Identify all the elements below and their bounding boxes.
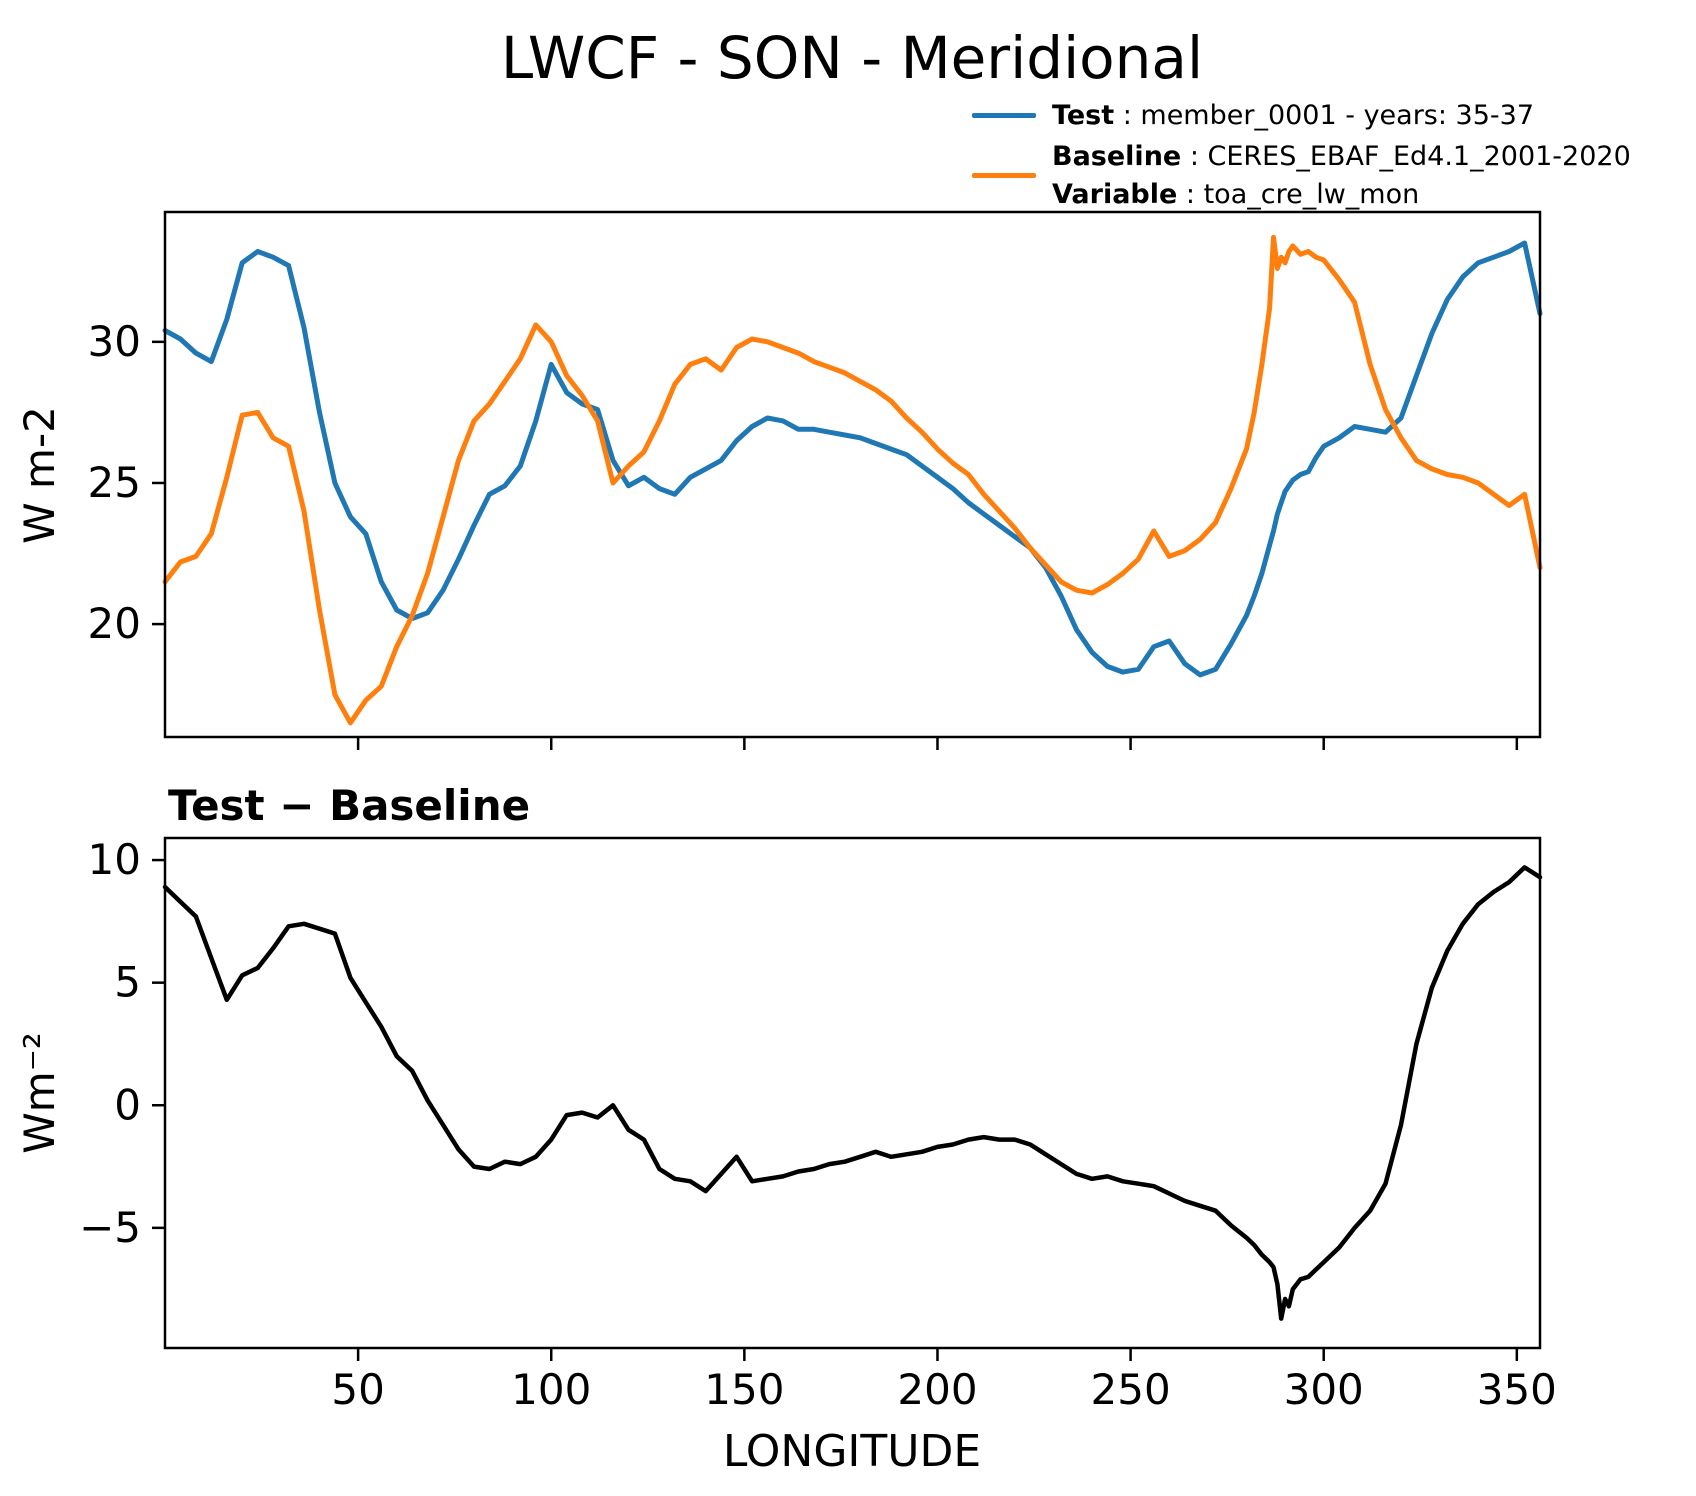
x-tick-label: 100 bbox=[511, 1365, 591, 1414]
legend-label-variable: Variable : toa_cre_lw_mon bbox=[1052, 179, 1420, 211]
test-line-swatch bbox=[972, 113, 1036, 119]
series-line-baseline bbox=[162, 234, 1543, 726]
legend: Test : member_0001 - years: 35-37 Baseli… bbox=[972, 100, 1631, 210]
bottom-axes: 50 100 150 200 250 300 350 −5 0 5 10 bbox=[79, 835, 1557, 1414]
x-tick-label: 250 bbox=[1091, 1365, 1171, 1414]
x-tick-label: 350 bbox=[1477, 1365, 1557, 1414]
top-axes: 20 25 30 bbox=[88, 210, 1543, 750]
y-tick-label: 25 bbox=[88, 458, 141, 507]
x-tick-label: 300 bbox=[1284, 1365, 1364, 1414]
axes-frame bbox=[163, 210, 1542, 739]
baseline-line-swatch bbox=[972, 173, 1036, 179]
y-tick-label: 20 bbox=[88, 599, 141, 648]
y-tick-label: −5 bbox=[79, 1203, 141, 1252]
axes-frame bbox=[163, 836, 1542, 1350]
chart-title: LWCF - SON - Meridional bbox=[501, 24, 1203, 92]
legend-entry-test: Test : member_0001 - years: 35-37 bbox=[972, 100, 1631, 131]
bottom-y-axis-label: Wm⁻² bbox=[15, 1032, 64, 1153]
series-line-test bbox=[162, 240, 1543, 678]
series-line-test---baseline bbox=[162, 865, 1543, 1321]
y-tick-label: 0 bbox=[114, 1080, 141, 1129]
x-tick-label: 50 bbox=[331, 1365, 384, 1414]
y-tick-label: 10 bbox=[88, 835, 141, 884]
legend-label-test: Test : member_0001 - years: 35-37 bbox=[1052, 100, 1535, 131]
legend-label-baseline: Baseline : CERES_EBAF_Ed4.1_2001-2020 bbox=[1052, 141, 1631, 173]
y-tick-label: 5 bbox=[114, 958, 141, 1007]
y-tick-label: 30 bbox=[88, 317, 141, 366]
x-tick-label: 200 bbox=[897, 1365, 977, 1414]
top-y-axis-label: W m-2 bbox=[15, 406, 64, 544]
difference-subplot-title: Test − Baseline bbox=[168, 781, 530, 830]
x-axis-label: LONGITUDE bbox=[723, 1426, 981, 1477]
x-tick-label: 150 bbox=[704, 1365, 784, 1414]
legend-entry-baseline: Baseline : CERES_EBAF_Ed4.1_2001-2020 Va… bbox=[972, 141, 1631, 210]
